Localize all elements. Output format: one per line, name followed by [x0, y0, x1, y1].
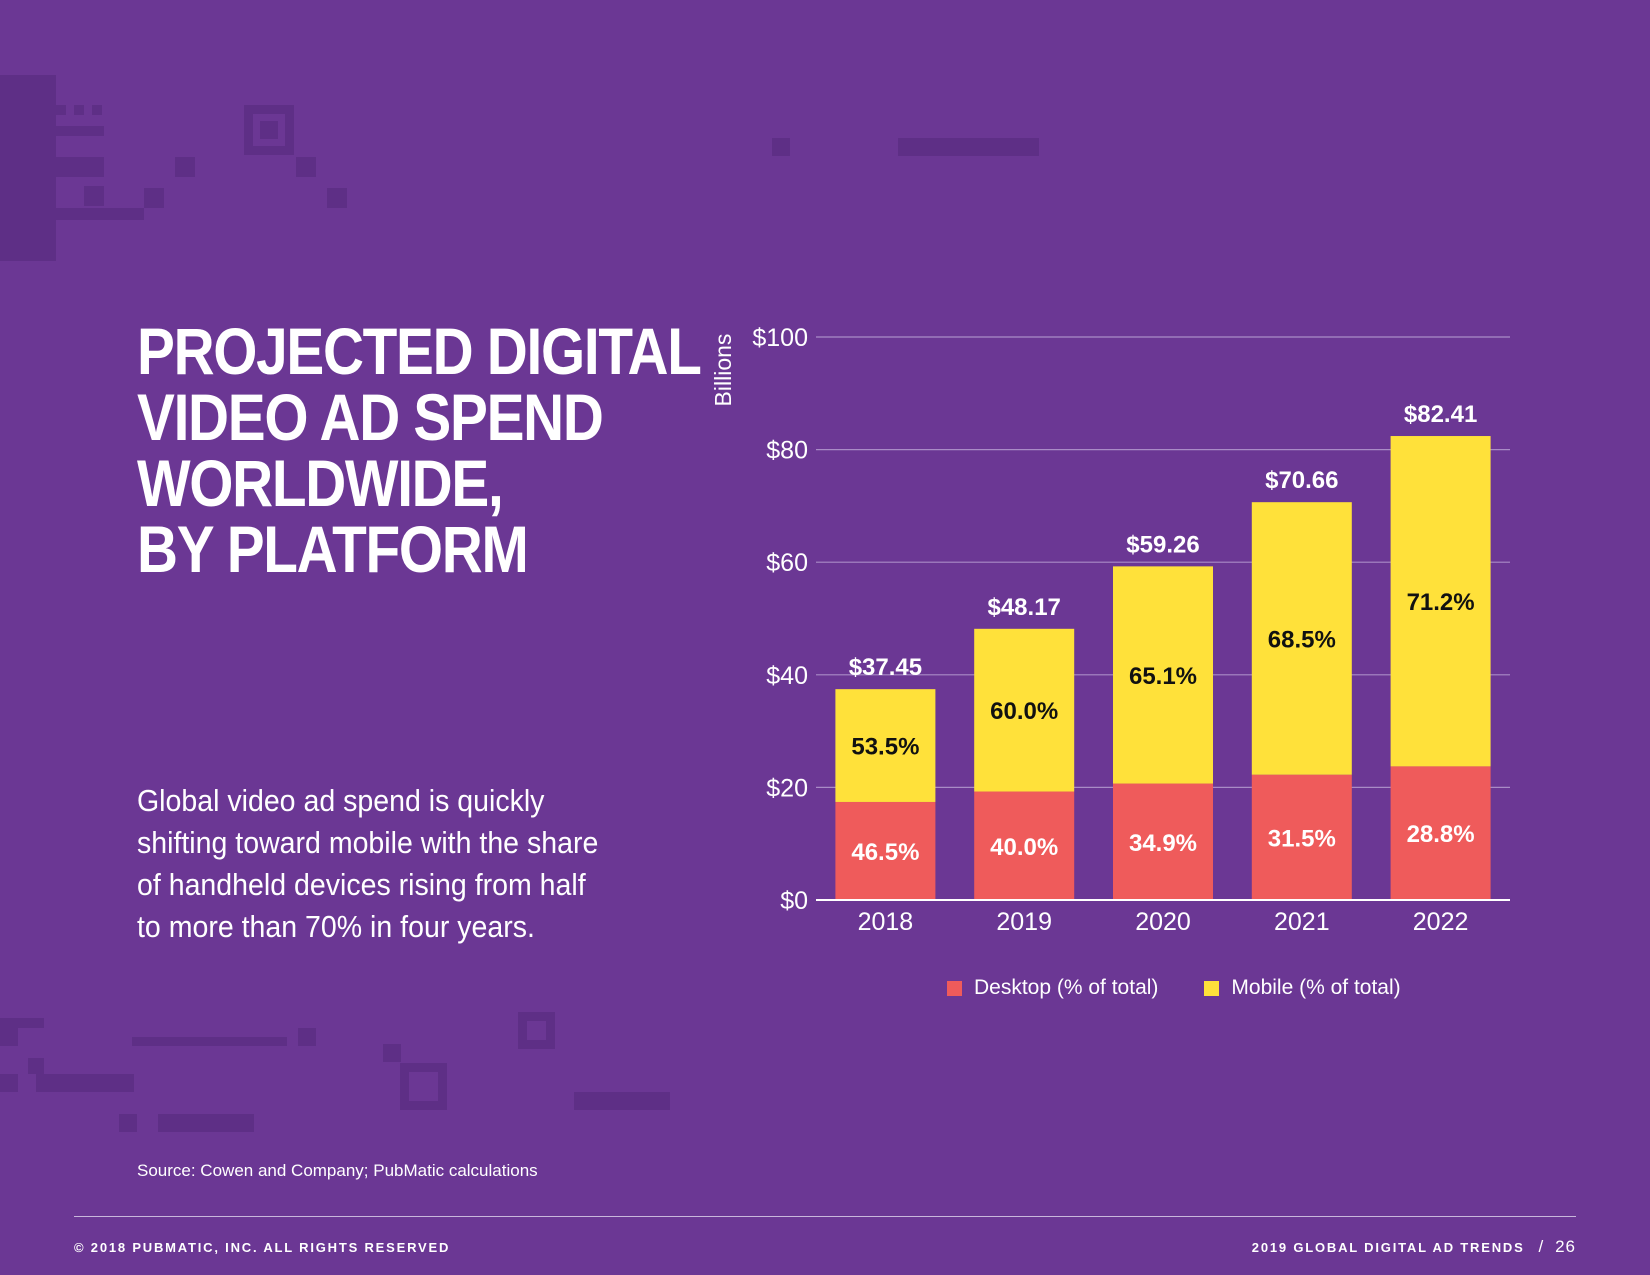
legend-swatch-mobile [1204, 980, 1220, 996]
decor-block [56, 105, 66, 115]
source-note: Source: Cowen and Company; PubMatic calc… [137, 1161, 538, 1180]
decor-block [772, 138, 790, 156]
page-title: PROJECTED DIGITAL VIDEO AD SPEND WORLDWI… [137, 314, 702, 586]
decor-block [0, 75, 56, 261]
total-value-label: $82.41 [1404, 401, 1477, 428]
y-tick-label: $20 [766, 774, 808, 802]
desktop-share-label: 34.9% [1129, 830, 1197, 857]
x-tick-label: 2021 [1274, 908, 1330, 936]
decor-block [158, 1114, 254, 1132]
summary-line: to more than 70% in four years. [137, 909, 535, 944]
decor-block [36, 1074, 134, 1092]
footer-divider [74, 1216, 1576, 1217]
decor-block [28, 1058, 44, 1074]
decor-square [244, 105, 294, 155]
decor-block [298, 1028, 316, 1046]
x-tick-label: 2019 [996, 908, 1052, 936]
decor-block [56, 208, 144, 220]
title-line: PROJECTED DIGITAL [137, 314, 702, 388]
bar-desktop [1390, 766, 1491, 900]
chart-legend: Desktop (% of total) Mobile (% of total) [947, 976, 1447, 1000]
y-tick-label: $60 [766, 549, 808, 577]
bar-mobile [1251, 502, 1352, 775]
x-tick-label: 2022 [1413, 908, 1469, 936]
bar-mobile [974, 628, 1075, 792]
decor-block [383, 1044, 401, 1062]
summary-line: Global video ad spend is quickly [137, 783, 545, 818]
decor-block [92, 105, 102, 115]
page-number: 26 [1555, 1237, 1576, 1256]
bar-desktop [1251, 774, 1352, 900]
bar-mobile [1390, 436, 1491, 767]
mobile-share-label: 60.0% [990, 698, 1058, 725]
x-tick-label: 2018 [858, 908, 914, 936]
legend-item-mobile: Mobile (% of total) [1204, 976, 1401, 1000]
decor-block [144, 188, 164, 208]
x-tick-label: 2020 [1135, 908, 1191, 936]
decor-block [56, 126, 104, 136]
y-axis-title: Billions [710, 334, 736, 407]
y-tick-label: $0 [780, 887, 808, 915]
decor-block [296, 157, 316, 177]
decor-block [0, 1018, 44, 1028]
decor-block [175, 157, 195, 177]
total-value-label: $70.66 [1265, 467, 1338, 494]
mobile-share-label: 71.2% [1407, 589, 1475, 616]
y-tick-label: $80 [766, 437, 808, 465]
decor-block [327, 188, 347, 208]
bar-desktop [1113, 783, 1213, 900]
footer-separator: / [1538, 1237, 1546, 1256]
decor-block [0, 1028, 18, 1046]
decor-block [898, 138, 1039, 156]
desktop-share-label: 46.5% [851, 839, 919, 866]
decor-block [119, 1114, 137, 1132]
decor-block [74, 105, 84, 115]
mobile-share-label: 68.5% [1268, 626, 1336, 653]
bar-mobile [1113, 566, 1213, 784]
legend-label-desktop: Desktop (% of total) [974, 976, 1159, 999]
decor-block [132, 1037, 287, 1046]
bar-desktop [974, 791, 1075, 900]
title-line: WORLDWIDE, [137, 446, 504, 520]
y-tick-label: $40 [766, 662, 808, 690]
desktop-share-label: 40.0% [990, 834, 1058, 861]
bar-mobile [835, 689, 936, 802]
summary-line: shifting toward mobile with the share [137, 825, 599, 860]
summary-paragraph: Global video ad spend is quickly shiftin… [137, 780, 634, 948]
title-line: BY PLATFORM [137, 512, 529, 586]
mobile-share-label: 65.1% [1129, 663, 1197, 690]
decor-block [0, 1074, 18, 1092]
total-value-label: $48.17 [987, 594, 1060, 621]
y-tick-label: $100 [752, 324, 808, 352]
summary-line: of handheld devices rising from half [137, 867, 586, 902]
mobile-share-label: 53.5% [851, 734, 919, 761]
desktop-share-label: 31.5% [1268, 825, 1336, 852]
decor-block [260, 121, 278, 139]
total-value-label: $37.45 [849, 654, 922, 681]
desktop-share-label: 28.8% [1407, 821, 1475, 848]
decor-square [518, 1012, 555, 1049]
legend-item-desktop: Desktop (% of total) [947, 976, 1158, 1000]
report-name: 2019 GLOBAL DIGITAL AD TRENDS [1251, 1240, 1525, 1255]
decor-block [574, 1092, 670, 1110]
total-value-label: $59.26 [1126, 531, 1199, 558]
title-line: VIDEO AD SPEND [137, 380, 604, 454]
decor-square [400, 1063, 447, 1110]
bar-desktop [835, 801, 936, 900]
decor-block [84, 186, 104, 206]
legend-swatch-desktop [947, 980, 962, 996]
footer-report-title: 2019 GLOBAL DIGITAL AD TRENDS / 26 [1252, 1237, 1576, 1257]
legend-label-mobile: Mobile (% of total) [1231, 976, 1401, 999]
decor-block [56, 157, 104, 177]
copyright: © 2018 PUBMATIC, INC. ALL RIGHTS RESERVE… [74, 1240, 451, 1255]
